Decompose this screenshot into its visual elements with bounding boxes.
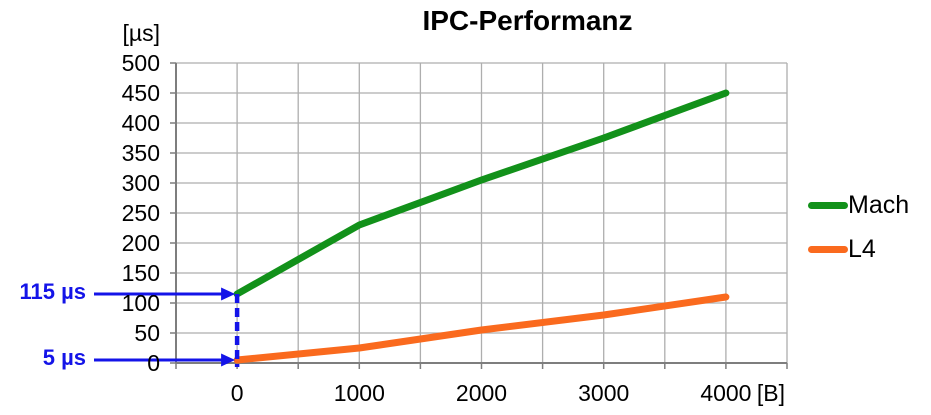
grid-layer	[175, 62, 788, 364]
x-tick-label: 3000	[578, 380, 629, 406]
annotation-115us: 115 µs	[19, 279, 86, 304]
y-tick-label: 300	[122, 170, 160, 196]
legend-item-mach: Mach	[808, 190, 909, 220]
series-line-l4	[233, 293, 730, 364]
y-tick-label: 150	[122, 260, 160, 286]
y-tick-label: 450	[122, 80, 160, 106]
y-tick-label: 350	[122, 140, 160, 166]
chart-title: IPC-Performanz	[422, 5, 633, 36]
legend: Mach L4	[808, 190, 909, 264]
annotation-arrow-layer	[94, 287, 240, 367]
mach-line-swatch	[808, 201, 848, 209]
tick-label-layer: 0 1000 2000 3000 4000 0 50 100 150 200 250 300 350 40…	[122, 50, 752, 406]
axis-layer	[170, 62, 788, 369]
x-tick-label: 1000	[334, 380, 385, 406]
series-layer	[233, 89, 730, 364]
y-tick-label: 50	[134, 320, 160, 346]
series-line-mach	[233, 89, 730, 298]
annotation-5us: 5 µs	[42, 345, 86, 370]
x-tick-label: 2000	[456, 380, 507, 406]
y-tick-label: 200	[122, 230, 160, 256]
x-axis-unit-label: [B]	[757, 380, 785, 406]
x-tick-label: 0	[231, 380, 244, 406]
y-tick-label: 0	[147, 350, 160, 376]
y-axis-unit-label: [µs]	[122, 20, 160, 46]
y-tick-label: 400	[122, 110, 160, 136]
y-tick-label: 250	[122, 200, 160, 226]
y-tick-label: 100	[122, 290, 160, 316]
x-tick-label: 4000	[700, 380, 751, 406]
legend-label-mach: Mach	[848, 191, 910, 219]
y-tick-label: 500	[122, 50, 160, 76]
annotation-arrowhead	[221, 353, 236, 367]
annotation-arrowhead	[221, 287, 236, 301]
legend-item-l4: L4	[808, 234, 909, 264]
legend-label-l4: L4	[848, 235, 876, 263]
l4-line-swatch	[808, 245, 848, 253]
